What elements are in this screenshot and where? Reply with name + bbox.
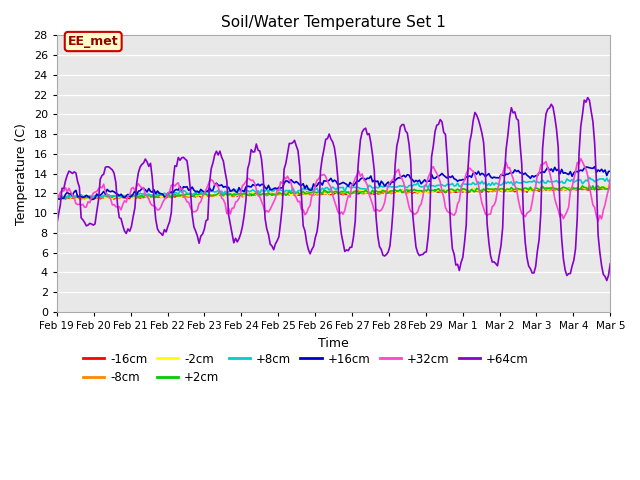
+16cm	[445, 174, 452, 180]
-16cm	[88, 197, 95, 203]
-16cm	[445, 188, 452, 194]
-2cm	[541, 185, 548, 191]
+2cm	[60, 195, 68, 201]
-16cm	[452, 190, 460, 195]
-8cm	[607, 184, 614, 190]
-2cm	[607, 186, 614, 192]
+16cm	[341, 180, 349, 186]
+32cm	[577, 156, 584, 162]
+8cm	[509, 182, 517, 188]
Title: Soil/Water Temperature Set 1: Soil/Water Temperature Set 1	[221, 15, 446, 30]
-2cm	[134, 195, 142, 201]
+64cm	[508, 105, 515, 110]
+8cm	[586, 175, 593, 180]
-8cm	[541, 186, 548, 192]
+16cm	[56, 196, 64, 202]
+2cm	[607, 184, 614, 190]
+16cm	[53, 196, 61, 202]
-16cm	[509, 187, 517, 193]
+64cm	[603, 277, 611, 283]
-16cm	[541, 186, 548, 192]
+8cm	[452, 183, 460, 189]
X-axis label: Time: Time	[318, 336, 349, 349]
+64cm	[584, 95, 591, 100]
+16cm	[509, 170, 517, 176]
+32cm	[339, 211, 347, 217]
+32cm	[508, 171, 515, 177]
+16cm	[452, 177, 460, 182]
+16cm	[541, 169, 548, 175]
-2cm	[53, 195, 61, 201]
Line: +32cm: +32cm	[57, 159, 611, 221]
+32cm	[132, 183, 140, 189]
Line: +16cm: +16cm	[57, 167, 611, 199]
+32cm	[595, 218, 602, 224]
+2cm	[341, 189, 349, 194]
+16cm	[607, 168, 614, 174]
+32cm	[444, 208, 451, 214]
-8cm	[77, 197, 85, 203]
+2cm	[452, 188, 460, 193]
+2cm	[53, 195, 61, 201]
Line: -8cm: -8cm	[57, 187, 611, 200]
+32cm	[451, 213, 458, 218]
-2cm	[509, 186, 517, 192]
+8cm	[607, 178, 614, 183]
+2cm	[541, 186, 548, 192]
-2cm	[605, 182, 612, 188]
+64cm	[444, 156, 451, 162]
Line: +8cm: +8cm	[57, 178, 611, 199]
-16cm	[134, 193, 142, 199]
-2cm	[341, 189, 349, 195]
-8cm	[134, 194, 142, 200]
+32cm	[53, 191, 61, 196]
+16cm	[591, 164, 598, 169]
-2cm	[445, 188, 452, 193]
-16cm	[559, 185, 567, 191]
Text: EE_met: EE_met	[68, 35, 118, 48]
-8cm	[53, 196, 61, 202]
+64cm	[539, 145, 547, 151]
+8cm	[341, 189, 349, 194]
Legend: -16cm, -8cm, -2cm, +2cm, +8cm, +16cm, +32cm, +64cm: -16cm, -8cm, -2cm, +2cm, +8cm, +16cm, +3…	[78, 348, 534, 389]
-16cm	[607, 186, 614, 192]
+32cm	[607, 176, 614, 182]
+2cm	[509, 187, 517, 192]
-8cm	[452, 188, 460, 193]
Y-axis label: Temperature (C): Temperature (C)	[15, 123, 28, 225]
+64cm	[339, 240, 347, 245]
+8cm	[134, 192, 142, 198]
-2cm	[72, 197, 80, 203]
-16cm	[53, 194, 61, 200]
-8cm	[445, 187, 452, 193]
+2cm	[134, 195, 142, 201]
-8cm	[509, 186, 517, 192]
+64cm	[53, 221, 61, 227]
Line: -16cm: -16cm	[57, 188, 611, 200]
+8cm	[86, 196, 93, 202]
+32cm	[539, 162, 547, 168]
Line: -2cm: -2cm	[57, 185, 611, 200]
+2cm	[586, 183, 593, 189]
Line: +64cm: +64cm	[57, 97, 611, 280]
+64cm	[607, 261, 614, 266]
+8cm	[445, 182, 452, 188]
-2cm	[452, 187, 460, 192]
+8cm	[53, 194, 61, 200]
+64cm	[132, 180, 140, 186]
+2cm	[445, 187, 452, 193]
+8cm	[541, 180, 548, 186]
+64cm	[451, 251, 458, 257]
-8cm	[341, 189, 349, 194]
-16cm	[341, 191, 349, 197]
+16cm	[134, 189, 142, 194]
Line: +2cm: +2cm	[57, 186, 611, 198]
